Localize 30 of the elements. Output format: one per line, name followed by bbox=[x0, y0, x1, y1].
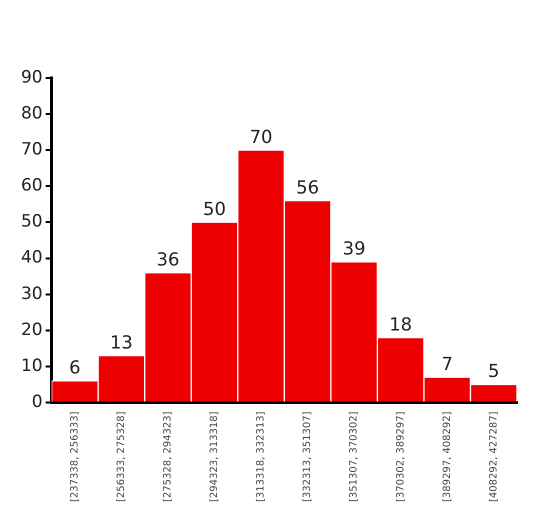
y-tick-label: 50 bbox=[20, 212, 43, 232]
data-label: 7 bbox=[441, 354, 453, 375]
y-tick-label: 80 bbox=[20, 103, 43, 124]
data-label: 56 bbox=[296, 177, 320, 198]
x-tick-label: [256333, 275328] bbox=[116, 411, 128, 502]
y-tick-label: 0 bbox=[32, 392, 43, 412]
data-label: 5 bbox=[488, 361, 500, 382]
y-tick-label: 90 bbox=[20, 67, 43, 88]
x-tick-label: [237338, 256333] bbox=[69, 411, 80, 502]
x-tick-label: [313318, 332313] bbox=[256, 411, 267, 502]
y-tick-label: 30 bbox=[20, 284, 43, 304]
data-label: 13 bbox=[110, 332, 133, 354]
data-label: 18 bbox=[389, 314, 412, 336]
data-label: 70 bbox=[250, 126, 272, 148]
x-tick-label: [370302, 389297] bbox=[395, 411, 406, 502]
x-tick-label: [275328, 294323] bbox=[162, 411, 174, 502]
y-tick-label: 10 bbox=[20, 356, 43, 376]
data-label: 36 bbox=[156, 249, 180, 270]
x-tick-label: [332313, 351307] bbox=[302, 411, 314, 502]
data-label: 50 bbox=[203, 198, 226, 220]
x-tick-label: [389297, 408292] bbox=[442, 411, 453, 502]
x-tick-label: [351307, 370302] bbox=[348, 411, 360, 502]
x-tick-label: [294323, 313318] bbox=[209, 411, 220, 502]
y-tick-label: 20 bbox=[20, 320, 43, 340]
x-tick-label: [408292, 427287] bbox=[488, 411, 500, 502]
y-tick-label: 60 bbox=[20, 176, 43, 196]
data-label: 39 bbox=[342, 238, 366, 260]
data-label: 6 bbox=[69, 358, 81, 379]
y-tick-label: 70 bbox=[20, 140, 43, 160]
y-tick-label: 40 bbox=[20, 248, 43, 268]
